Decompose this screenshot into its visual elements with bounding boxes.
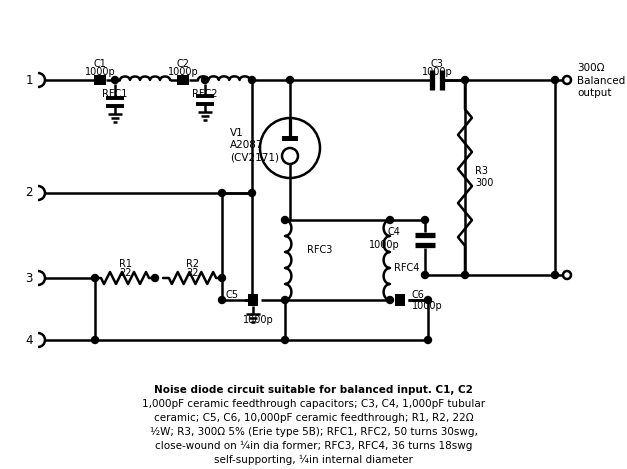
Circle shape [563, 76, 571, 84]
Text: C3: C3 [431, 59, 443, 69]
Circle shape [552, 76, 559, 83]
Circle shape [112, 76, 119, 83]
Text: Balanced: Balanced [577, 76, 625, 86]
Text: output: output [577, 88, 611, 98]
Circle shape [152, 274, 159, 281]
Text: C4: C4 [387, 227, 400, 237]
Circle shape [282, 296, 288, 303]
Text: ½W; R3, 300Ω 5% (Erie type 5B); RFC1, RFC2, 50 turns 30swg,: ½W; R3, 300Ω 5% (Erie type 5B); RFC1, RF… [150, 427, 477, 437]
Text: 300: 300 [475, 179, 493, 189]
Text: 1000p: 1000p [243, 315, 273, 325]
Circle shape [92, 336, 98, 343]
Text: R2: R2 [186, 259, 199, 269]
Text: 1000p: 1000p [85, 67, 115, 77]
Bar [177, 75, 189, 85]
Circle shape [282, 336, 288, 343]
Text: 300Ω: 300Ω [577, 63, 604, 73]
Text: C6: C6 [412, 290, 425, 300]
Circle shape [461, 272, 468, 279]
Text: ceramic; C5, C6, 10,000pF ceramic feedthrough; R1, R2, 22Ω: ceramic; C5, C6, 10,000pF ceramic feedth… [154, 413, 473, 423]
Circle shape [282, 217, 288, 224]
Text: (CV2171): (CV2171) [230, 152, 279, 162]
Circle shape [92, 274, 98, 281]
Text: 1000p: 1000p [369, 240, 400, 250]
Circle shape [287, 76, 293, 83]
Text: V1: V1 [230, 128, 244, 138]
Text: Noise diode circuit suitable for balanced input. C1, C2: Noise diode circuit suitable for balance… [154, 385, 473, 395]
Text: RFC4: RFC4 [394, 263, 419, 273]
Circle shape [386, 296, 394, 303]
Text: RFC2: RFC2 [192, 89, 218, 99]
Text: C1: C1 [93, 59, 107, 69]
Text: 4: 4 [25, 333, 33, 347]
Text: 1000p: 1000p [421, 67, 452, 77]
Circle shape [218, 296, 226, 303]
Text: RFC3: RFC3 [307, 245, 332, 255]
Bar [282, 136, 298, 141]
Circle shape [248, 296, 255, 303]
Text: 3: 3 [25, 272, 33, 285]
Circle shape [552, 272, 559, 279]
Text: 2: 2 [25, 187, 33, 199]
Text: 1000p: 1000p [412, 301, 443, 311]
Circle shape [201, 76, 209, 83]
Circle shape [461, 76, 468, 83]
Circle shape [424, 336, 431, 343]
Circle shape [248, 296, 255, 303]
Text: 1000p: 1000p [167, 67, 198, 77]
Text: A2087: A2087 [230, 140, 263, 150]
Text: R3: R3 [475, 166, 488, 176]
Circle shape [218, 189, 226, 197]
Text: 22: 22 [186, 268, 199, 278]
Circle shape [386, 217, 394, 224]
Text: RFC1: RFC1 [102, 89, 128, 99]
Circle shape [248, 189, 255, 197]
Circle shape [218, 274, 226, 281]
Text: 1: 1 [25, 74, 33, 86]
Circle shape [248, 76, 255, 83]
Text: close-wound on ¼in dia former; RFC3, RFC4, 36 turns 18swg: close-wound on ¼in dia former; RFC3, RFC… [155, 441, 472, 451]
Text: C2: C2 [176, 59, 189, 69]
Circle shape [563, 271, 571, 279]
Circle shape [421, 272, 428, 279]
Text: 22: 22 [119, 268, 131, 278]
Circle shape [424, 296, 431, 303]
Bar [395, 294, 405, 306]
Text: C5: C5 [226, 290, 239, 300]
Text: self-supporting, ¼in internal diameter: self-supporting, ¼in internal diameter [214, 455, 413, 465]
Circle shape [421, 217, 428, 224]
Bar [94, 75, 106, 85]
Text: R1: R1 [119, 259, 132, 269]
Text: 1,000pF ceramic feedthrough capacitors; C3, C4, 1,000pF tubular: 1,000pF ceramic feedthrough capacitors; … [142, 399, 485, 409]
Bar [248, 294, 258, 306]
